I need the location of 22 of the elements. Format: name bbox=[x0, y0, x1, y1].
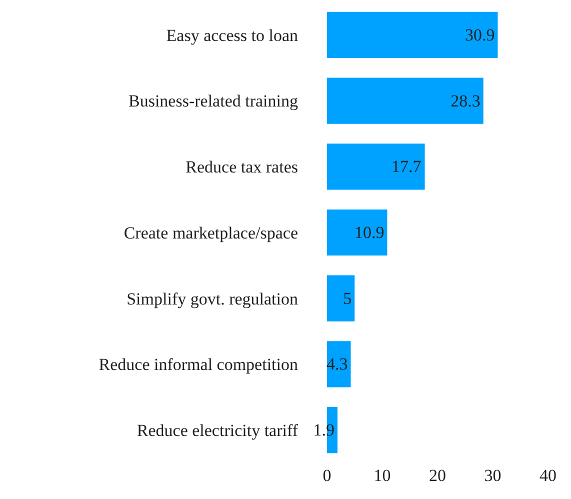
x-tick-label: 40 bbox=[540, 466, 556, 485]
y-tick-label: Simplify govt. regulation bbox=[126, 289, 298, 308]
data-label: 30.9 bbox=[464, 25, 495, 44]
bar bbox=[327, 144, 425, 190]
y-tick-label: Reduce informal competition bbox=[98, 355, 298, 374]
bar bbox=[327, 275, 355, 322]
y-tick-label: Reduce tax rates bbox=[186, 158, 298, 177]
bar bbox=[327, 209, 388, 256]
y-tick-label: Reduce electricity tariff bbox=[136, 421, 298, 440]
data-label: 5 bbox=[343, 288, 352, 308]
data-label: 10.9 bbox=[354, 223, 384, 242]
y-tick-label: Business-related training bbox=[128, 92, 298, 111]
x-tick-label: 0 bbox=[322, 466, 332, 485]
x-tick-label: 20 bbox=[429, 466, 446, 485]
x-tick-label: 10 bbox=[374, 466, 391, 485]
bar bbox=[327, 12, 498, 58]
y-tick-label: Create marketplace/space bbox=[124, 223, 298, 242]
x-tick-label: 30 bbox=[484, 466, 502, 485]
data-label: 17.7 bbox=[392, 157, 422, 176]
data-label: 28.3 bbox=[450, 91, 480, 110]
bar bbox=[327, 78, 484, 124]
y-tick-label: Easy access to loan bbox=[166, 26, 298, 45]
